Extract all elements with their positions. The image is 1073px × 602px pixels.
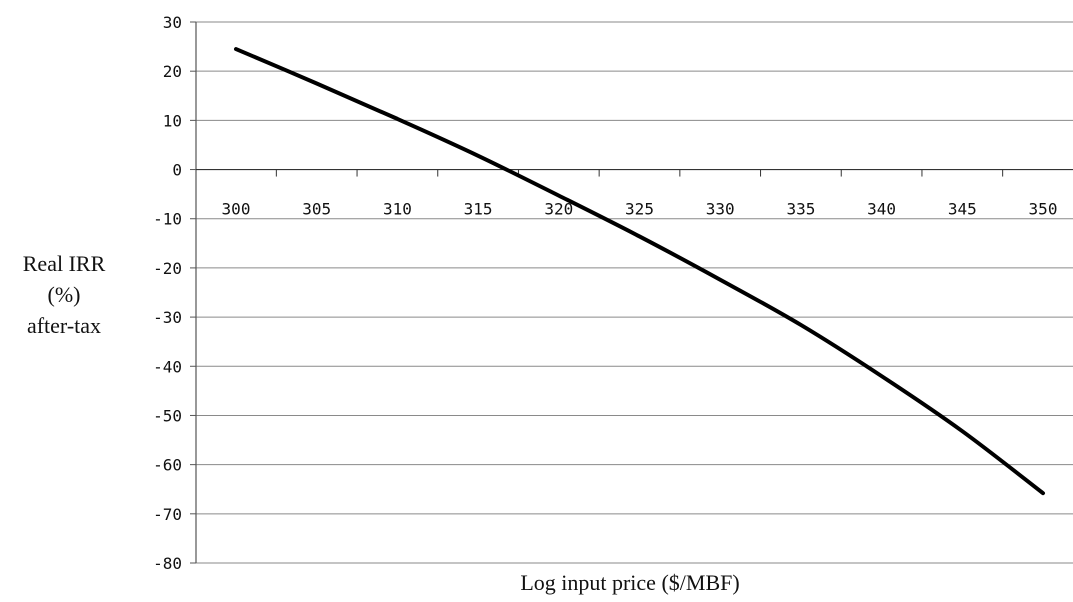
y-tick-label: -50	[153, 406, 182, 425]
grid-layer	[196, 21, 1073, 564]
y-axis-label-line-2: (%)	[48, 282, 81, 307]
label-layer: Real IRR (%) after-tax Log input price (…	[23, 251, 740, 595]
y-tick-label: 10	[163, 111, 182, 130]
y-tick-label: 0	[172, 161, 182, 180]
y-tick-label: -20	[153, 259, 182, 278]
tick-layer: 30 20 10 0 -10 -20 -30 -40 -50 -60 -70 -80 300 305 310…	[153, 13, 1057, 573]
y-tick-label: -80	[153, 554, 182, 573]
y-tick-label: 20	[163, 62, 182, 81]
series-line-0	[234, 47, 1045, 496]
y-tick-label: 30	[163, 13, 182, 32]
x-tick-label: 300	[222, 200, 251, 219]
x-tick-label: 345	[948, 200, 977, 219]
x-tick-label: 340	[867, 200, 896, 219]
x-tick-label: 335	[786, 200, 815, 219]
x-tick-label: 350	[1029, 200, 1058, 219]
x-tick-label: 325	[625, 200, 654, 219]
y-tick-label: -30	[153, 308, 182, 327]
y-tick-label: -10	[153, 210, 182, 229]
x-axis-label: Log input price ($/MBF)	[520, 570, 739, 595]
axis-layer	[190, 21, 1073, 564]
y-axis-label-line-3: after-tax	[27, 313, 101, 338]
y-axis-label-line-1: Real IRR	[23, 251, 106, 276]
y-tick-label: -40	[153, 357, 182, 376]
x-tick-label: 310	[383, 200, 412, 219]
x-tick-label: 315	[464, 200, 493, 219]
y-tick-label: -60	[153, 456, 182, 475]
x-tick-label: 305	[302, 200, 331, 219]
series-layer	[234, 47, 1045, 496]
x-tick-label: 330	[706, 200, 735, 219]
x-tick-label: 320	[544, 200, 573, 219]
y-tick-label: -70	[153, 505, 182, 524]
